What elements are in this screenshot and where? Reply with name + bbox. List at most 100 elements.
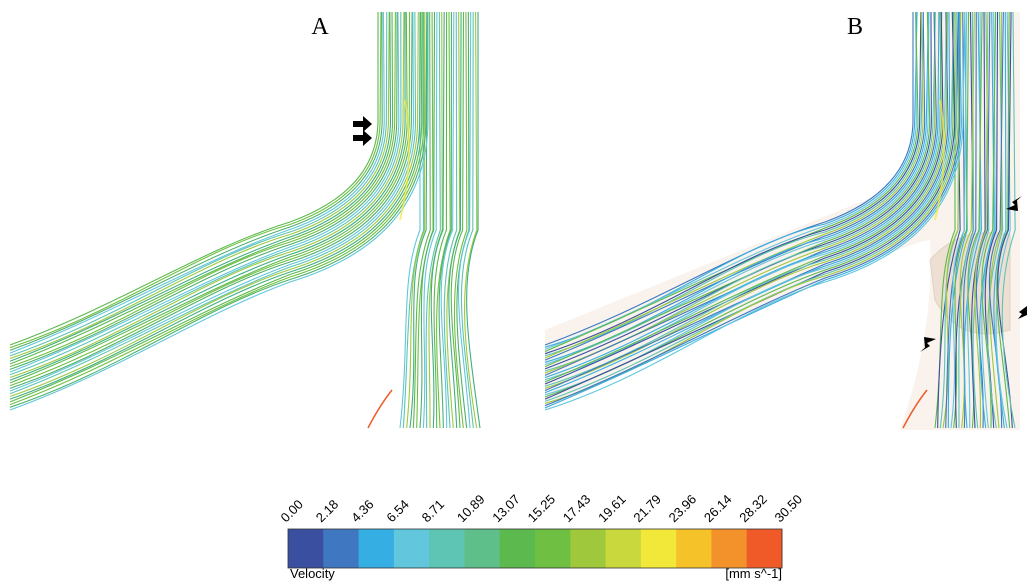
colorbar-tick-label: 8.71	[419, 497, 448, 526]
arrows	[353, 116, 1027, 352]
colorbar-segment	[323, 529, 360, 568]
streamline	[422, 11, 438, 429]
streamline	[544, 11, 948, 387]
streamline	[9, 11, 382, 349]
streamline	[934, 99, 945, 221]
streamline	[9, 11, 429, 411]
streamline	[9, 11, 388, 357]
streamline	[947, 11, 968, 429]
streamline	[958, 11, 975, 429]
arrow	[353, 116, 372, 132]
streamline	[544, 11, 924, 357]
streamline	[9, 11, 396, 368]
streamline	[438, 11, 452, 429]
colorbar: 0.00 2.18 4.36 6.54 8.71 10.89 13.07 15.25 17.43…	[278, 492, 806, 569]
colorbar-tick-label: 4.36	[348, 497, 377, 526]
streamline	[950, 11, 968, 429]
colorbar-tick-label: 28.32	[736, 492, 770, 526]
streamline	[9, 11, 400, 373]
streamline	[406, 11, 426, 429]
streamline	[544, 11, 949, 389]
streamline	[939, 11, 960, 429]
colorbar-tick-label: 30.50	[772, 492, 806, 526]
streamline	[9, 11, 392, 362]
colorbar-tick-label: 2.18	[313, 497, 342, 526]
streamline	[945, 11, 965, 429]
colorbar-segment	[464, 529, 501, 568]
streamline	[544, 11, 943, 381]
streamline	[9, 11, 417, 395]
colorbar-tick-label: 26.14	[701, 492, 735, 526]
streamline	[544, 11, 951, 394]
streamline-panel	[9, 11, 481, 429]
colorbar-unit: [mm s^-1]	[725, 566, 782, 581]
colorbar-tick-label: 6.54	[383, 497, 412, 526]
colorbar-tick-label: 21.79	[630, 492, 664, 526]
streamline	[466, 11, 481, 429]
streamline	[953, 11, 970, 429]
colorbar-segment	[570, 529, 607, 568]
streamline	[436, 11, 451, 429]
colorbar-segment	[288, 529, 324, 568]
streamline	[9, 11, 414, 392]
streamline	[544, 11, 940, 379]
streamline	[440, 11, 455, 429]
streamline	[399, 99, 410, 221]
streamline	[544, 12, 914, 346]
colorbar-tick-label: 0.00	[278, 497, 307, 526]
streamline	[9, 11, 428, 408]
colorbar-segment	[746, 529, 783, 568]
colorbar-tick-label: 17.43	[560, 492, 594, 526]
streamline	[544, 11, 942, 383]
colorbar-tick-label: 13.07	[489, 492, 523, 526]
streamline	[997, 11, 1013, 429]
streamline	[544, 11, 922, 355]
streamline	[974, 11, 989, 429]
streamline	[9, 11, 385, 354]
streamline	[544, 11, 930, 366]
colorbar-segment	[393, 529, 430, 568]
streamline	[993, 11, 1007, 429]
streamline	[981, 11, 997, 429]
streamline	[460, 11, 474, 429]
streamline	[419, 11, 436, 429]
streamline	[9, 11, 423, 403]
arrow	[920, 337, 936, 352]
arrow	[1018, 306, 1027, 319]
streamline	[966, 11, 981, 429]
streamline	[9, 11, 406, 381]
streamline	[972, 11, 990, 429]
streamline	[9, 11, 390, 360]
colorbar-segment	[499, 529, 536, 568]
streamline	[544, 11, 926, 361]
colorbar-title: Velocity	[290, 566, 335, 581]
streamline	[9, 11, 402, 376]
streamline	[989, 11, 1003, 429]
streamline	[9, 11, 394, 365]
streamline	[9, 11, 383, 351]
streamline	[9, 11, 421, 400]
colorbar-segment	[640, 529, 677, 568]
streamline	[544, 11, 931, 368]
colorbar-segment	[711, 529, 748, 568]
streamline	[9, 11, 413, 389]
streamline	[963, 11, 982, 429]
colorbar-tick-label: 19.61	[595, 492, 629, 526]
streamline	[9, 11, 398, 370]
streamline	[9, 11, 408, 384]
streamline	[448, 11, 462, 429]
streamline	[402, 11, 425, 429]
colorbar-tick-label: 23.96	[666, 492, 700, 526]
streamline	[9, 11, 411, 387]
streamline-panel	[544, 11, 1020, 430]
colorbar-segment	[535, 529, 571, 568]
streamline	[544, 11, 949, 392]
streamline	[9, 12, 379, 346]
streamline	[995, 11, 1011, 429]
streamline	[544, 11, 966, 411]
streamline	[544, 11, 924, 359]
colorbar-segment	[358, 529, 395, 568]
streamline	[443, 11, 458, 429]
arrow	[353, 130, 372, 146]
